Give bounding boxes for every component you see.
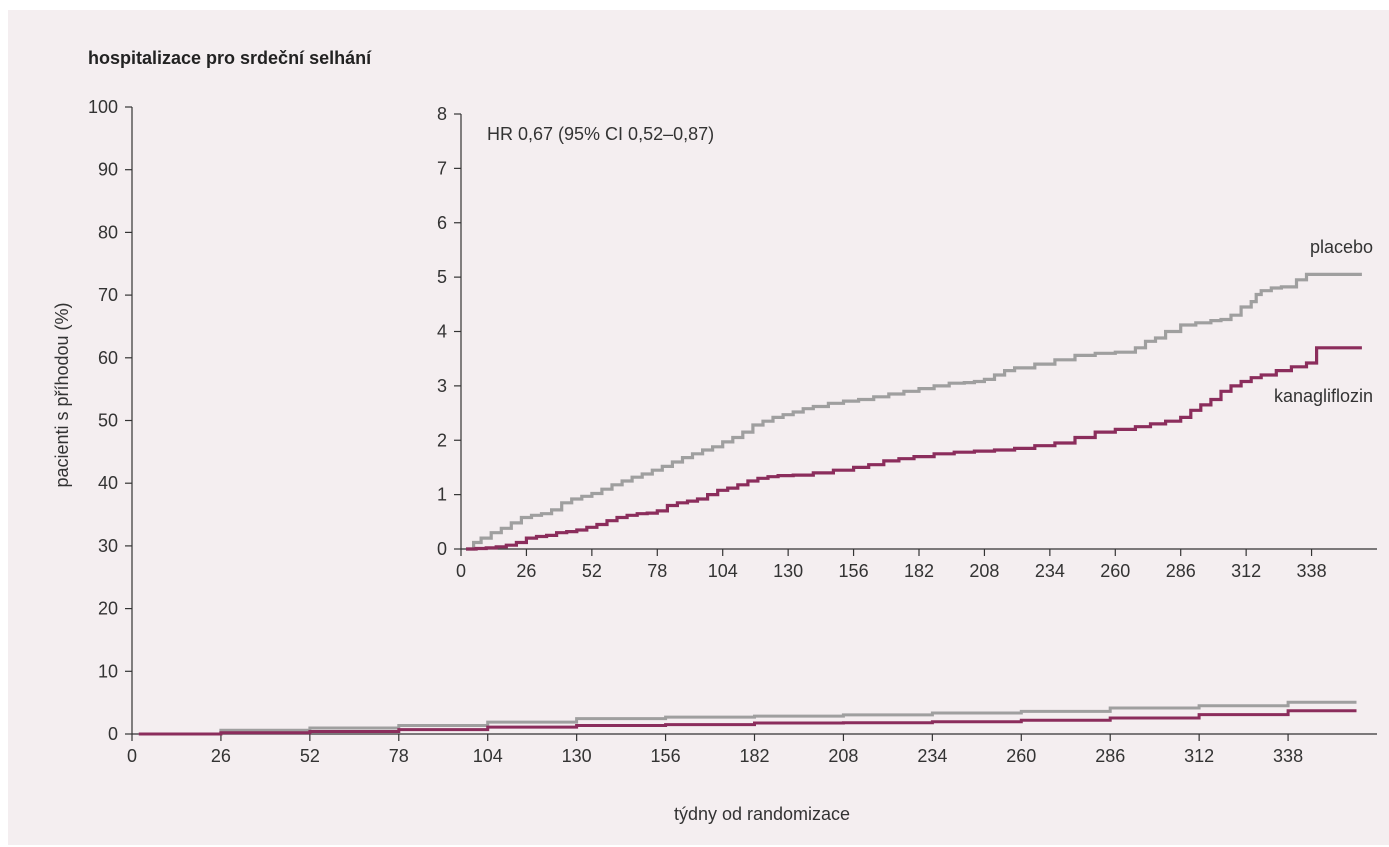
main-axes: 0 26 52 78 104 130 156 182 208 234 260 286 312 338010… <box>88 97 1377 766</box>
main-y-tick-label: 50 <box>98 411 118 431</box>
chart-canvas: hospitalizace pro srdeční selhání 0 26 52 7… <box>52 48 1377 824</box>
main-series-lines <box>138 700 1357 736</box>
inset-y-tick-label: 6 <box>437 213 447 233</box>
inset-axes: 0 26 52 78 104 130 156 182 208 234 260 286 312 338012… <box>437 104 1377 581</box>
inset-x-tick-label: 182 <box>904 561 934 581</box>
main-x-tick-label: 26 <box>211 746 231 766</box>
main-x-tick-label: 78 <box>389 746 409 766</box>
main-x-tick-label: 156 <box>651 746 681 766</box>
chart-panel: hospitalizace pro srdeční selhání 0 26 52 7… <box>8 10 1389 845</box>
main-x-tick-label: 182 <box>739 746 769 766</box>
main-y-tick-label: 60 <box>98 348 118 368</box>
inset-x-tick-label: 286 <box>1166 561 1196 581</box>
inset-y-tick-label: 5 <box>437 267 447 287</box>
main-x-tick-label: 312 <box>1184 746 1214 766</box>
inset-y-tick-label: 4 <box>437 322 447 342</box>
main-y-tick-label: 30 <box>98 536 118 556</box>
inset-x-tick-label: 104 <box>708 561 738 581</box>
main-x-tick-label: 338 <box>1273 746 1303 766</box>
inset-x-tick-label: 338 <box>1297 561 1327 581</box>
main-y-tick-label: 20 <box>98 599 118 619</box>
inset-x-tick-label: 234 <box>1035 561 1065 581</box>
inset-x-tick-label: 208 <box>969 561 999 581</box>
inset-x-tick-label: 0 <box>456 561 466 581</box>
main-x-tick-label: 234 <box>917 746 947 766</box>
inset-y-tick-label: 2 <box>437 430 447 450</box>
main-x-tick-label: 52 <box>300 746 320 766</box>
main-x-tick-label: 208 <box>828 746 858 766</box>
main-y-tick-label: 40 <box>98 473 118 493</box>
main-y-tick-label: 10 <box>98 661 118 681</box>
main-x-tick-label: 286 <box>1095 746 1125 766</box>
series-label-placebo: placebo <box>1310 237 1373 257</box>
inset-x-tick-label: 26 <box>516 561 536 581</box>
inset-y-tick-label: 1 <box>437 485 447 505</box>
inset-x-tick-label: 52 <box>582 561 602 581</box>
main-x-tick-label: 130 <box>562 746 592 766</box>
main-line-placebo <box>138 700 1357 736</box>
chart-title: hospitalizace pro srdeční selhání <box>88 48 372 68</box>
inset-line-placebo <box>466 272 1362 551</box>
inset-y-tick-label: 3 <box>437 376 447 396</box>
main-y-tick-label: 100 <box>88 97 118 117</box>
inset-y-tick-label: 0 <box>437 539 447 559</box>
main-y-tick-label: 70 <box>98 285 118 305</box>
main-y-tick-label: 90 <box>98 160 118 180</box>
main-x-tick-label: 260 <box>1006 746 1036 766</box>
main-line-kanagliflozin <box>138 709 1357 736</box>
inset-x-tick-label: 260 <box>1100 561 1130 581</box>
main-x-tick-label: 104 <box>473 746 503 766</box>
inset-x-tick-label: 312 <box>1231 561 1261 581</box>
hazard-ratio-annotation: HR 0,67 (95% CI 0,52–0,87) <box>487 124 714 144</box>
main-y-tick-label: 80 <box>98 222 118 242</box>
main-x-tick-label: 0 <box>127 746 137 766</box>
main-y-tick-label: 0 <box>108 724 118 744</box>
y-axis-label: pacienti s příhodou (%) <box>52 302 72 487</box>
inset-x-tick-label: 78 <box>647 561 667 581</box>
inset-x-tick-label: 130 <box>773 561 803 581</box>
x-axis-label: týdny od randomizace <box>674 804 850 824</box>
inset-y-tick-label: 8 <box>437 104 447 124</box>
inset-series-lines <box>466 272 1362 551</box>
inset-line-kanagliflozin <box>466 346 1362 551</box>
inset-y-tick-label: 7 <box>437 158 447 178</box>
inset-x-tick-label: 156 <box>839 561 869 581</box>
series-label-kanagliflozin: kanagliflozin <box>1274 386 1373 406</box>
